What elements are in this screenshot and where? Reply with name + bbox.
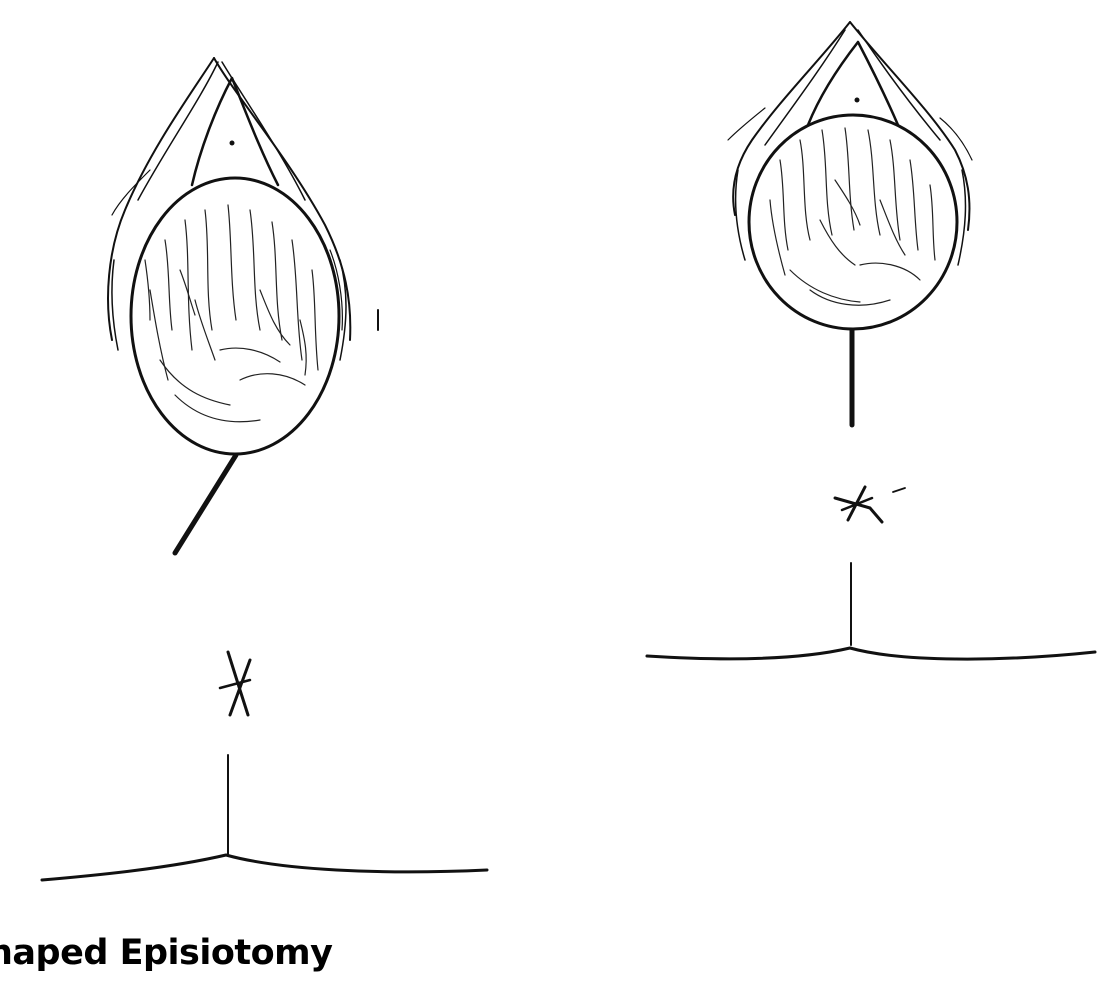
left-labia-outer-right	[213, 57, 352, 341]
right-buttocks-line	[645, 646, 1097, 661]
left-buttocks-line	[40, 853, 489, 882]
left-labia-inner	[190, 76, 280, 187]
left-anus	[218, 650, 252, 717]
right-panel	[645, 21, 1097, 661]
right-head-hair	[769, 127, 936, 306]
left-incision	[172, 452, 239, 556]
left-panel	[40, 57, 489, 882]
right-labia-outer-left	[732, 21, 851, 216]
right-labia-inner	[806, 40, 900, 127]
left-head-hair	[144, 204, 319, 423]
figure-caption: haped Episiotomy	[0, 933, 333, 973]
left-labia-outer-left	[107, 57, 215, 341]
right-labia-outer-right	[849, 21, 971, 231]
right-anus	[833, 485, 906, 524]
